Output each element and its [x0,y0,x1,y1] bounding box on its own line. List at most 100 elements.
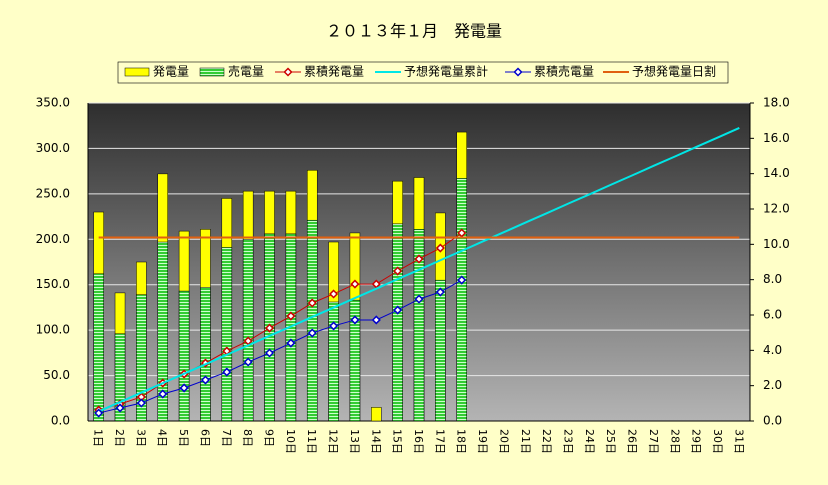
x-tick-label: 13日 [348,429,361,454]
x-tick-label: 16日 [412,429,425,454]
x-tick-label: 22日 [540,429,553,454]
marker [264,348,275,358]
legend [117,61,729,84]
legend-label: 累積発電量 [304,64,364,79]
marker [435,243,445,253]
x-tick-label: 28日 [668,429,681,454]
y2-tick-label: 10.0 [763,237,790,251]
bar [242,239,254,422]
bar [306,219,318,422]
legend-marker [513,67,523,77]
y2-tick-label: 6.0 [763,308,782,322]
bar [114,333,126,422]
y2-tick-label: 18.0 [763,96,790,110]
bar [157,241,168,422]
x-tick-label: 18日 [455,429,468,454]
x-tick-label: 3日 [134,429,147,447]
bar [456,178,467,422]
x-tick-label: 23日 [561,429,574,454]
legend-label: 予想発電量日割 [632,64,716,79]
marker [200,375,211,385]
marker [329,321,339,331]
y-tick-label: 100.0 [36,323,70,337]
x-tick-label: 27日 [647,429,660,454]
x-tick-label: 31日 [732,429,745,454]
line [98,279,462,414]
marker [307,298,317,308]
y2-tick-label: 0.0 [763,414,782,428]
x-tick-label: 20日 [497,429,510,454]
x-tick-label: 1日 [92,429,105,447]
bar [371,407,382,422]
x-tick-label: 15日 [391,429,404,454]
marker [115,403,125,413]
marker [136,398,146,408]
marker [435,287,445,297]
y-tick-label: 200.0 [36,232,70,246]
y2-tick-label: 14.0 [763,166,790,180]
marker [457,275,467,285]
x-tick-label: 7日 [220,429,233,447]
line [98,126,740,413]
y-tick-label: 350.0 [36,96,70,110]
y2-tick-label: 2.0 [763,378,782,392]
x-tick-label: 30日 [711,429,724,454]
bar [93,273,104,422]
x-tick-label: 17日 [433,429,446,454]
x-tick-label: 6日 [198,429,211,447]
y2-tick-label: 8.0 [763,272,782,286]
legend-label: 発電量 [153,65,189,79]
y-tick-label: 0.0 [51,414,70,428]
y2-tick-label: 4.0 [763,343,782,357]
x-tick-label: 24日 [583,429,596,454]
x-tick-label: 21日 [519,429,532,454]
marker [222,367,232,377]
x-tick-label: 19日 [476,429,489,454]
bar [413,229,425,422]
bar [178,290,190,422]
marker [286,311,296,321]
marker [243,357,253,367]
chart-title: ２０１３年１月 発電量 [326,22,502,41]
marker [393,266,403,276]
marker [414,254,424,264]
marker [286,338,296,348]
x-tick-label: 11日 [305,429,318,454]
marker [371,315,381,325]
x-tick-label: 2日 [113,429,126,447]
marker [264,323,275,333]
x-tick-label: 12日 [327,429,340,454]
y2-tick-label: 16.0 [763,131,790,145]
legend-label: 累積売電量 [534,64,594,79]
y-tick-label: 50.0 [43,368,70,382]
x-tick-label: 25日 [604,429,617,454]
x-tick-label: 10日 [284,429,297,454]
legend-swatch [199,67,225,77]
marker [94,408,104,418]
marker [414,294,424,304]
bar [328,301,339,422]
bar [136,294,147,422]
legend-marker [283,67,293,77]
legend-swatch [124,67,150,77]
x-tick-label: 9日 [263,429,276,447]
bar [200,287,211,422]
x-tick-label: 4日 [156,429,169,447]
x-tick-label: 14日 [369,429,382,454]
marker [158,389,168,399]
x-tick-label: 29日 [690,429,703,454]
y-tick-label: 300.0 [36,141,70,155]
legend-label: 売電量 [228,64,264,79]
y2-tick-label: 12.0 [763,202,790,216]
marker [179,383,189,393]
x-tick-label: 5日 [177,429,190,447]
marker [307,328,317,338]
marker [393,305,403,315]
bar [221,247,233,422]
legend-label: 予想発電量累計 [404,64,488,79]
x-tick-label: 26日 [626,429,639,454]
bar [435,279,446,422]
marker [329,289,339,299]
y-tick-label: 150.0 [36,277,70,291]
bar [392,223,403,422]
